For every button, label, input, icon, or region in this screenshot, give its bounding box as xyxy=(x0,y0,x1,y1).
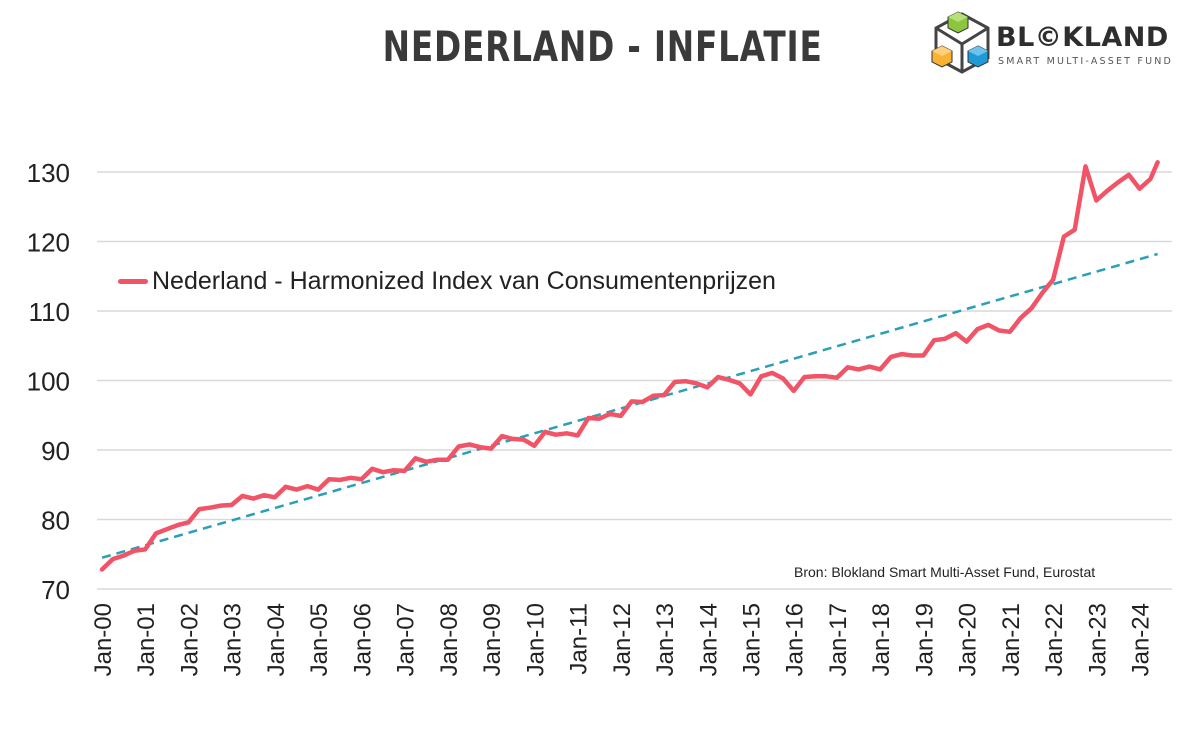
x-tick-label: Jan-03 xyxy=(220,603,247,676)
x-tick-label: Jan-21 xyxy=(998,603,1025,676)
x-axis: Jan-00 Jan-01 Jan-02 Jan-03 Jan-04 Jan-05 Jan-… xyxy=(90,603,1155,676)
legend-swatch xyxy=(118,278,148,284)
gridlines xyxy=(97,171,1172,590)
x-tick-label: Jan-19 xyxy=(911,603,938,676)
y-tick-label: 80 xyxy=(41,506,70,536)
x-tick-label: Jan-09 xyxy=(479,603,506,676)
x-tick-label: Jan-20 xyxy=(955,603,982,676)
x-tick-label: Jan-22 xyxy=(1041,603,1068,676)
y-tick-label: 100 xyxy=(27,367,70,397)
x-tick-label: Jan-04 xyxy=(263,603,290,676)
logo-name: BL©KLAND xyxy=(996,22,1169,53)
y-axis: 70 80 90 100 110 120 130 xyxy=(27,158,70,605)
logo-cubes-icon xyxy=(931,11,990,74)
x-tick-label: Jan-11 xyxy=(566,603,593,675)
x-tick-label: Jan-01 xyxy=(133,603,160,676)
x-tick-label: Jan-15 xyxy=(738,603,765,676)
y-tick-label: 70 xyxy=(41,575,70,605)
x-tick-label: Jan-06 xyxy=(349,603,376,676)
x-tick-label: Jan-13 xyxy=(652,603,679,676)
legend-label: Nederland - Harmonized Index van Consume… xyxy=(152,266,776,295)
x-tick-label: Jan-07 xyxy=(393,603,420,676)
x-tick-label: Jan-24 xyxy=(1128,603,1155,676)
x-tick-label: Jan-00 xyxy=(90,603,117,676)
chart-title: NEDERLAND - INFLATIE xyxy=(382,22,823,71)
x-tick-label: Jan-17 xyxy=(825,603,852,676)
chart-legend: Nederland - Harmonized Index van Consume… xyxy=(118,266,776,296)
source-note: Bron: Blokland Smart Multi-Asset Fund, E… xyxy=(794,564,1096,580)
x-tick-label: Jan-05 xyxy=(306,603,333,676)
x-tick-label: Jan-10 xyxy=(522,603,549,676)
blokland-logo: BL©KLAND SMART MULTI-ASSET FUND xyxy=(930,10,1190,78)
y-tick-label: 120 xyxy=(27,228,70,258)
x-tick-label: Jan-02 xyxy=(176,603,203,676)
y-tick-label: 90 xyxy=(41,436,70,466)
x-tick-label: Jan-18 xyxy=(868,603,895,676)
trend-line xyxy=(101,252,1158,559)
series-line xyxy=(99,160,1160,572)
x-tick-label: Jan-16 xyxy=(782,603,809,676)
trend-line-path xyxy=(101,252,1158,559)
x-tick-label: Jan-14 xyxy=(695,603,722,676)
x-tick-label: Jan-08 xyxy=(436,603,463,676)
x-tick-label: Jan-12 xyxy=(609,603,636,676)
hicp-series-line xyxy=(99,160,1160,572)
x-tick-label: Jan-23 xyxy=(1084,603,1111,676)
logo-subtitle: SMART MULTI-ASSET FUND xyxy=(998,56,1174,67)
y-tick-label: 110 xyxy=(29,297,70,327)
y-tick-label: 130 xyxy=(27,158,70,188)
